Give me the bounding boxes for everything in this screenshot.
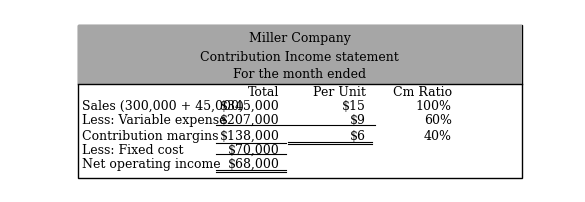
Text: Less: Variable expense: Less: Variable expense [82, 114, 227, 126]
Text: Per Unit: Per Unit [312, 85, 366, 98]
Text: Contribution margins: Contribution margins [82, 129, 219, 142]
Text: $207,000: $207,000 [220, 114, 280, 126]
Text: Net operating income: Net operating income [82, 157, 221, 170]
Text: For the month ended: For the month ended [233, 67, 366, 80]
Text: Total: Total [248, 85, 280, 98]
Text: $6: $6 [350, 129, 366, 142]
Text: Sales (300,000 + 45,000): Sales (300,000 + 45,000) [82, 99, 244, 112]
Text: Contribution Income statement: Contribution Income statement [201, 50, 399, 63]
Text: $138,000: $138,000 [219, 129, 280, 142]
Text: Miller Company: Miller Company [249, 32, 351, 45]
Bar [78, 26, 522, 84]
Text: Cm Ratio: Cm Ratio [393, 85, 452, 98]
Text: $15: $15 [342, 99, 366, 112]
Text: $9: $9 [350, 114, 366, 126]
Text: $70,000: $70,000 [228, 143, 280, 156]
Text: $345,000: $345,000 [219, 99, 280, 112]
Text: $68,000: $68,000 [228, 157, 280, 170]
Text: Less: Fixed cost: Less: Fixed cost [82, 143, 184, 156]
Text: 100%: 100% [416, 99, 452, 112]
Text: 60%: 60% [424, 114, 452, 126]
Text: 40%: 40% [424, 129, 452, 142]
